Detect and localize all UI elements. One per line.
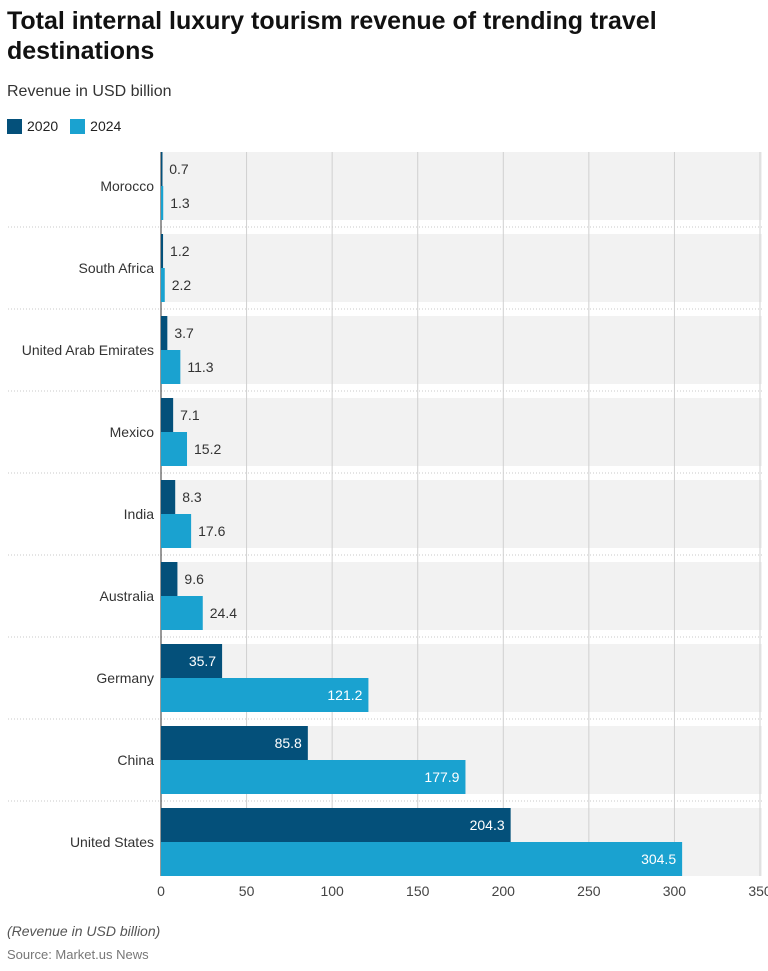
data-label: 1.2 bbox=[170, 243, 190, 259]
data-label: 9.6 bbox=[184, 571, 204, 587]
bar-2020 bbox=[161, 316, 168, 350]
bar-2024 bbox=[161, 186, 164, 220]
data-label: 0.7 bbox=[169, 161, 189, 177]
category-band bbox=[161, 398, 762, 466]
category-band bbox=[161, 316, 762, 384]
chart-subtitle: Revenue in USD billion bbox=[7, 83, 172, 100]
x-tick-label: 300 bbox=[663, 883, 687, 899]
chart-source: Source: Market.us News bbox=[7, 947, 149, 962]
legend: 2020 2024 bbox=[7, 118, 121, 134]
category-label: South Africa bbox=[79, 260, 155, 276]
bar-2024 bbox=[161, 432, 188, 466]
chart-title: Total internal luxury tourism revenue of… bbox=[7, 7, 657, 65]
data-label: 1.3 bbox=[170, 195, 190, 211]
data-label: 8.3 bbox=[182, 489, 202, 505]
bar-2020 bbox=[161, 562, 178, 596]
data-label: 177.9 bbox=[424, 769, 459, 785]
bar-2020 bbox=[161, 480, 176, 514]
bar-2020 bbox=[161, 808, 511, 842]
data-label: 35.7 bbox=[189, 653, 216, 669]
bar-2024 bbox=[161, 268, 165, 302]
data-label: 24.4 bbox=[210, 605, 237, 621]
legend-swatch-2024 bbox=[70, 118, 86, 134]
x-tick-label: 200 bbox=[492, 883, 516, 899]
bar-2024 bbox=[161, 350, 181, 384]
category-label: United States bbox=[70, 834, 154, 850]
x-tick-label: 250 bbox=[577, 883, 601, 899]
data-label: 15.2 bbox=[194, 441, 221, 457]
category-label: Australia bbox=[100, 588, 155, 604]
category-label: Germany bbox=[96, 670, 154, 686]
category-label: United Arab Emirates bbox=[22, 342, 154, 358]
bar-2020 bbox=[161, 726, 308, 760]
bar-2024 bbox=[161, 842, 683, 876]
data-label: 121.2 bbox=[327, 687, 362, 703]
x-tick-label: 150 bbox=[406, 883, 430, 899]
category-label: Morocco bbox=[100, 178, 154, 194]
legend-swatch-2020 bbox=[7, 118, 22, 134]
data-label: 7.1 bbox=[180, 407, 200, 423]
data-label: 85.8 bbox=[275, 735, 302, 751]
category-band bbox=[161, 234, 762, 302]
x-tick-label: 100 bbox=[320, 883, 344, 899]
category-label: India bbox=[124, 506, 155, 522]
x-tick-label: 0 bbox=[157, 883, 165, 899]
x-tick-label: 50 bbox=[239, 883, 255, 899]
category-band bbox=[161, 480, 762, 548]
data-label: 304.5 bbox=[641, 851, 676, 867]
data-label: 204.3 bbox=[470, 817, 505, 833]
bar-2020 bbox=[161, 234, 164, 268]
category-band bbox=[161, 152, 762, 220]
category-label: Mexico bbox=[110, 424, 155, 440]
category-label: China bbox=[117, 752, 154, 768]
legend-label: 2020 bbox=[27, 118, 59, 134]
x-tick-label: 350 bbox=[748, 883, 768, 899]
bar-2020 bbox=[161, 152, 163, 186]
chart-note: (Revenue in USD billion) bbox=[7, 923, 161, 939]
legend-item-2024: 2024 bbox=[70, 118, 121, 134]
legend-label: 2024 bbox=[90, 118, 122, 134]
data-label: 17.6 bbox=[198, 523, 225, 539]
legend-item-2020: 2020 bbox=[7, 118, 58, 134]
data-label: 11.3 bbox=[187, 359, 213, 375]
bar-2024 bbox=[161, 678, 369, 712]
data-label: 3.7 bbox=[174, 325, 194, 341]
bar-2020 bbox=[161, 398, 174, 432]
bar-2024 bbox=[161, 596, 203, 630]
bar-2024 bbox=[161, 514, 192, 548]
bar-2024 bbox=[161, 760, 466, 794]
bar-2020 bbox=[161, 644, 223, 678]
data-label: 2.2 bbox=[172, 277, 192, 293]
category-band bbox=[161, 562, 762, 630]
